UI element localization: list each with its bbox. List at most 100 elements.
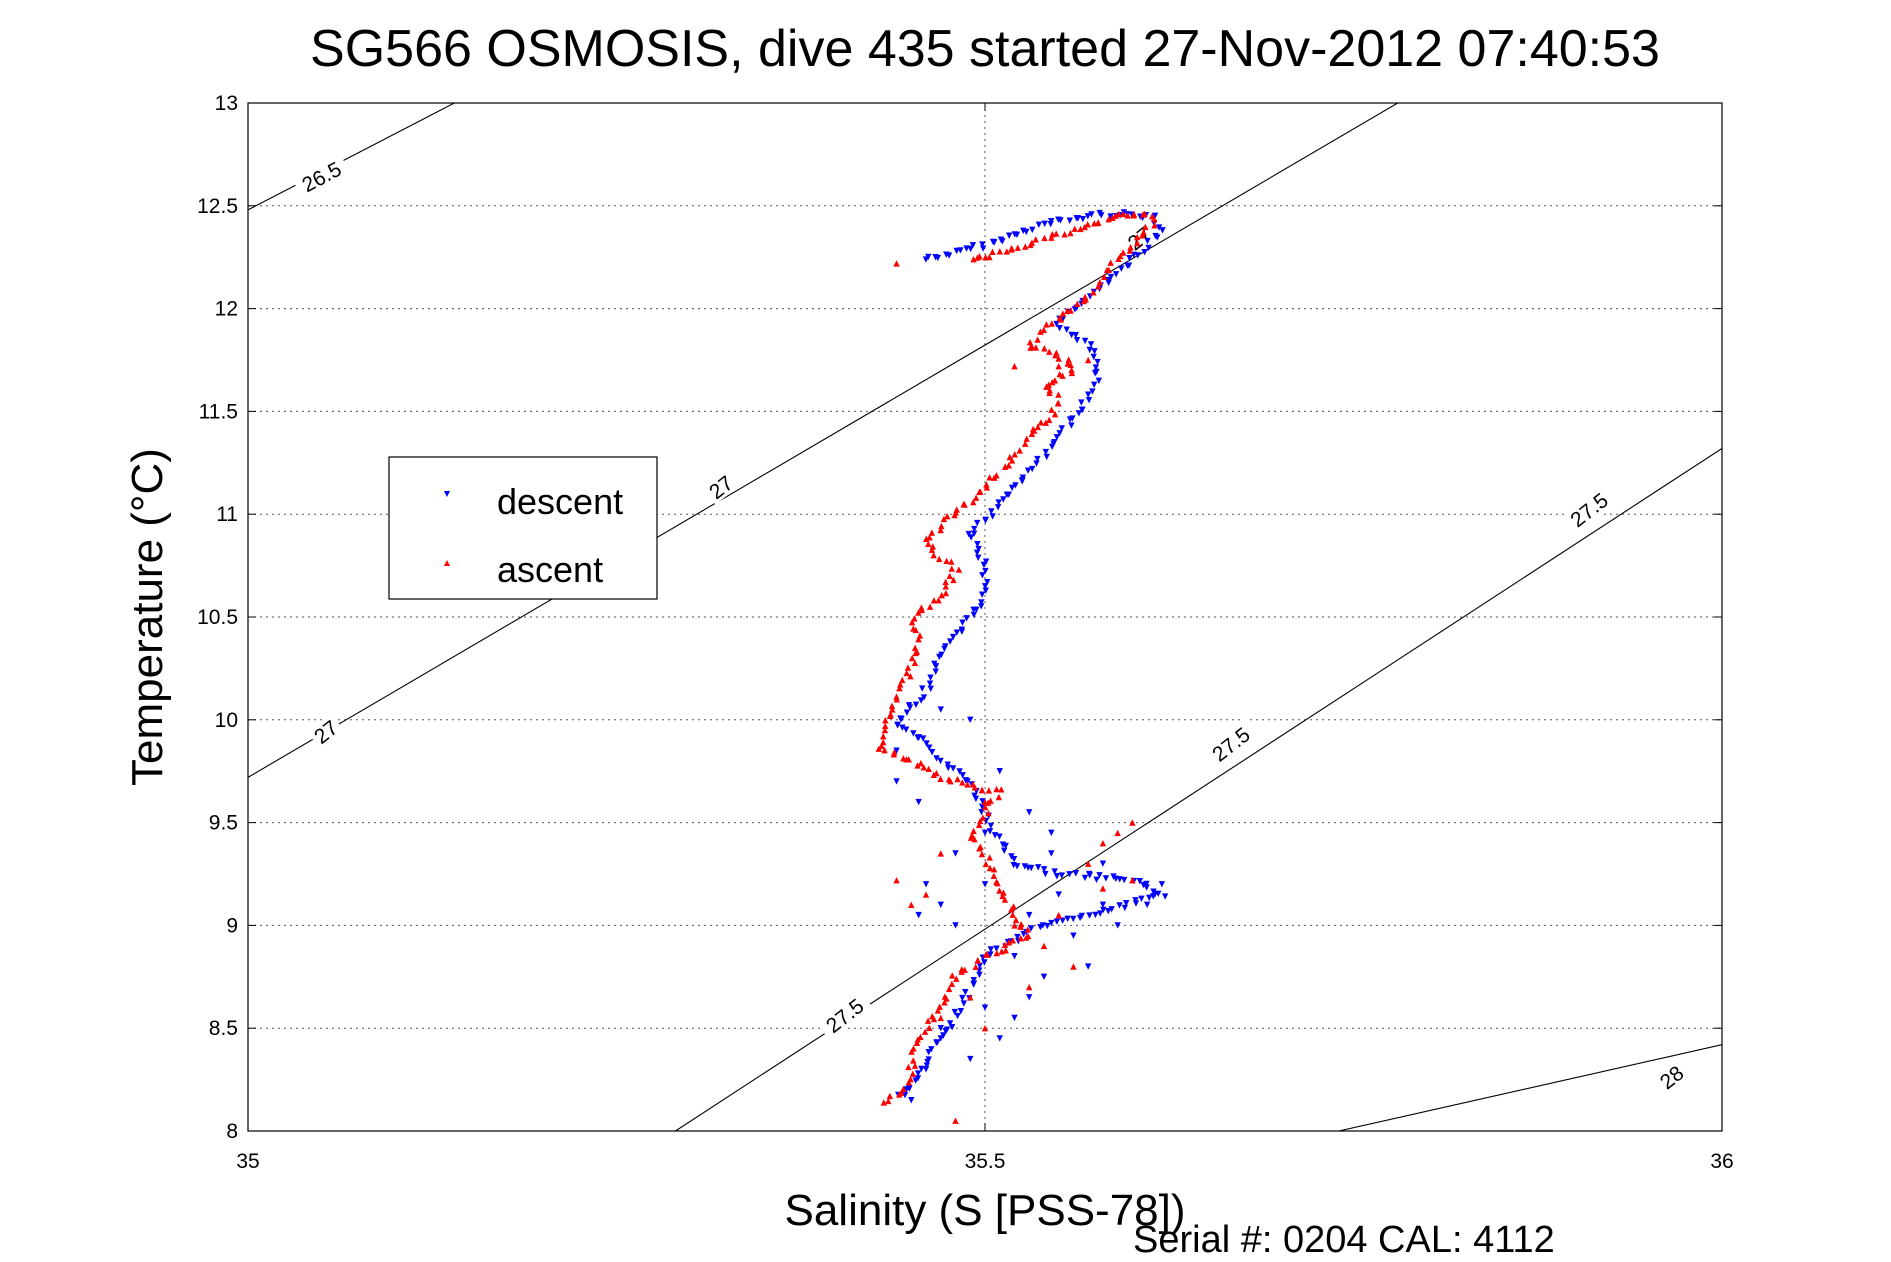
descent-point [981,1004,989,1011]
legend-descent-marker [444,491,450,497]
descent-point [915,798,922,806]
descent-point [927,674,934,681]
legend-ascent-marker [444,560,450,566]
ascent-point [916,632,924,639]
ascent-point [1084,221,1091,228]
descent-point [903,1086,910,1093]
ascent-point [911,615,918,622]
descent-point [1096,872,1103,879]
descent-point [946,638,954,645]
ascent-point [1045,416,1053,424]
ascent-point [981,798,989,806]
ascent-point [941,999,948,1006]
y-tick-label: 8.5 [209,1017,238,1040]
descent-point [971,525,978,533]
ascent-point [1056,314,1064,322]
y-tick-label: 8 [226,1120,238,1143]
ascent-point [1008,457,1016,464]
descent-point [960,1000,968,1007]
descent-point [1094,358,1101,366]
descent-point [937,901,944,909]
ascent-point [918,606,925,614]
ascent-point [1139,211,1147,218]
ascent-point [1059,310,1067,317]
ascent-point [1101,273,1108,281]
legend-box [388,456,658,600]
ascent-point [905,1063,912,1071]
descent-point [978,599,985,606]
descent-point [975,545,982,553]
ascent-point [908,654,916,662]
descent-point [1013,863,1021,870]
ascent-point [1043,383,1050,390]
ascent-point [982,803,989,811]
ascent-point [926,603,934,610]
descent-point [945,764,952,772]
ascent-point [934,1007,942,1014]
ascent-point [1011,922,1018,929]
ascent-point [880,732,887,740]
ascent-point [937,1014,944,1022]
descent-point [973,519,981,527]
ascent-point [913,1039,921,1047]
contour-label-background [292,153,351,199]
ascent-point [1048,234,1055,241]
ascent-point [1049,378,1056,386]
ascent-point [893,693,900,700]
ascent-point [951,511,958,519]
descent-point [1098,212,1105,219]
descent-point [979,245,987,252]
ascent-point [1024,926,1031,933]
y-axis-label: Temperature (°C) [123,448,172,786]
ascent-point [967,834,975,841]
descent-point [1000,496,1007,503]
ascent-point [948,558,955,565]
descent-point [949,633,957,641]
ascent-point [981,1025,989,1032]
y-tick-label: 12 [215,298,238,321]
ascent-point [1041,234,1048,242]
contour-label-background [1652,1058,1690,1095]
descent-point [924,1058,931,1066]
ascent-point [935,555,943,563]
contour-label-background [1560,484,1617,535]
ascent-point [945,985,953,993]
descent-point [1042,870,1049,878]
ascent-point [1012,916,1020,924]
ascent-point [1046,348,1053,355]
ascent-point [975,821,983,829]
ascent-point [933,769,940,777]
y-tick-label: 10 [215,709,238,732]
y-tick-label: 12.5 [197,195,238,218]
descent-point [1086,912,1093,919]
descent-point [1033,460,1040,467]
descent-point [1145,244,1152,252]
descent-point [1001,847,1008,855]
descent-point [1132,900,1140,907]
density-contour [248,103,455,211]
descent-point [953,629,961,636]
ascent-point [1064,307,1071,314]
ascent-point [897,681,904,688]
ascent-point [967,994,974,1001]
contour-label: 27 [705,472,738,505]
descent-point [1090,353,1097,361]
descent-point [1005,491,1012,498]
descent-point [975,554,982,562]
descent-point [979,572,986,579]
ascent-point [889,706,896,713]
descent-point [1102,875,1110,882]
descent-point [1158,881,1166,888]
ascent-point [1129,819,1136,826]
descent-point [1079,215,1087,223]
descent-point [1074,215,1082,222]
descent-point [933,755,940,762]
descent-point [925,253,932,261]
descent-point [976,971,983,979]
descent-point [1055,891,1062,898]
ascent-point [993,785,1000,793]
descent-point [993,945,1000,952]
ascent-point [1009,911,1016,918]
descent-point [1013,231,1021,239]
ascent-point [938,522,945,530]
